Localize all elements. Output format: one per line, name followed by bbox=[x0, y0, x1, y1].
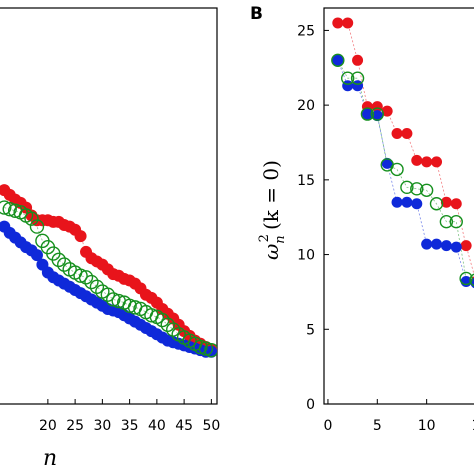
panel-b-y-tick-label: 25 bbox=[297, 23, 315, 39]
panel-a-green-open-point bbox=[89, 279, 105, 294]
panel-a-green-open-point bbox=[2, 201, 17, 217]
panel-b-y-tick-label: 20 bbox=[297, 98, 315, 114]
panel-a-red-filled-point bbox=[74, 230, 87, 243]
panel-b-red-filled-point bbox=[401, 128, 413, 140]
panel-a-green-open-point bbox=[160, 317, 175, 332]
panel-b-blue-filled-point bbox=[440, 240, 452, 252]
panel-a-x-tick-label: 40 bbox=[148, 418, 166, 434]
panel-b-frame bbox=[323, 7, 474, 405]
panel-b-x-tick-label: 0 bbox=[323, 418, 332, 434]
panel-b-x-tick-label: 10 bbox=[418, 418, 436, 434]
panel-b-green-open-point bbox=[410, 182, 424, 196]
panel-a-green-open-point bbox=[193, 339, 208, 355]
ylabel-omega: ω bbox=[259, 244, 283, 260]
panel-b-red-filled-series-line bbox=[337, 22, 474, 276]
panel-b-red-filled-point bbox=[421, 156, 433, 168]
panel-a-x-tick-label: 45 bbox=[175, 418, 193, 434]
panel-b-blue-filled-point bbox=[371, 110, 383, 122]
panel-b-blue-filled-point bbox=[361, 108, 373, 120]
panel-b-tag: B bbox=[250, 4, 263, 24]
panel-b-blue-filled-point bbox=[421, 238, 433, 250]
panel-b-blue-filled-point bbox=[401, 196, 413, 208]
panel-a-green-open-point bbox=[106, 292, 121, 307]
panel-b-x-tick-label: 5 bbox=[373, 418, 382, 434]
panel-b-red-filled-point bbox=[440, 196, 452, 208]
panel-a-green-open-point bbox=[24, 211, 39, 226]
panel-b-red-filled-point bbox=[342, 17, 354, 29]
panel-b-blue-filled-point bbox=[431, 238, 443, 250]
panel-a-green-open-point bbox=[51, 252, 66, 268]
panel-b-y-tick-label: 15 bbox=[297, 173, 315, 189]
panel-b-blue-filled-point bbox=[352, 80, 364, 92]
panel-a-blue-filled-point bbox=[30, 249, 43, 262]
panel-a-green-open-point bbox=[29, 219, 45, 234]
panel-b-green-open-point bbox=[400, 180, 414, 195]
panel-b-blue-filled-point bbox=[342, 80, 354, 92]
panel-a-green-open-point bbox=[0, 200, 12, 215]
panel-b-red-filled-point bbox=[352, 54, 364, 66]
panel-b-green-open-point bbox=[459, 271, 473, 286]
panel-b-y-tick-label: 5 bbox=[306, 322, 315, 338]
panel-a-green-open-point bbox=[73, 268, 88, 283]
panel-b-red-filled-point bbox=[411, 154, 423, 166]
ylabel-rest: (k = 0) bbox=[259, 160, 283, 230]
panel-b-red-filled-point bbox=[450, 198, 462, 210]
ylabel-subscript: n bbox=[273, 235, 288, 243]
panel-a-data bbox=[0, 184, 217, 358]
panel-b-red-filled-point bbox=[391, 128, 403, 140]
panel-a-x-tick-label: 25 bbox=[66, 418, 84, 434]
panel-b-green-open-point bbox=[350, 71, 365, 85]
panel-b-green-open-point bbox=[370, 107, 384, 121]
panel-b-green-open-point bbox=[429, 197, 444, 211]
panel-b-x-tick-label: 1 bbox=[472, 418, 474, 434]
panel-b-red-filled-point bbox=[381, 105, 393, 117]
panel-b-blue-filled-point bbox=[391, 196, 403, 208]
panel-a-x-tick-label: 50 bbox=[202, 418, 220, 434]
panel-b-green-open-point bbox=[390, 162, 404, 177]
panel-b-green-open-point bbox=[331, 53, 345, 68]
panel-b-green-open-point bbox=[360, 107, 375, 121]
panel-b-green-open-point bbox=[449, 214, 463, 229]
panel-a-green-open-point bbox=[100, 287, 116, 302]
panel-a-green-open-point bbox=[57, 257, 72, 272]
ylabel-superscript: 2 bbox=[257, 234, 272, 242]
panel-a-green-open-point bbox=[204, 342, 217, 358]
panel-b-green-open-point bbox=[439, 214, 454, 229]
panel-a-x-axis-label: n bbox=[43, 446, 57, 471]
panel-a-green-open-point bbox=[155, 312, 170, 328]
panel-b-y-tick-label: 0 bbox=[306, 397, 315, 413]
panel-b-green-open-point bbox=[469, 273, 474, 287]
panel-b-red-filled-point bbox=[431, 156, 443, 168]
panel-b-green-open-point bbox=[419, 183, 434, 198]
panel-b-y-axis-label: ωn2 (k = 0) bbox=[257, 160, 288, 260]
panel-a-frame bbox=[0, 7, 218, 405]
panel-a-green-open-point bbox=[166, 322, 181, 337]
panel-a-x-tick-label: 30 bbox=[93, 418, 111, 434]
panel-a-green-open-point bbox=[198, 341, 214, 356]
panel-a-green-open-point bbox=[78, 270, 94, 285]
panel-b-blue-filled-point bbox=[450, 241, 462, 253]
panel-b-green-open-point bbox=[340, 71, 355, 85]
panel-a: 20 25 30 35 40 45 50 bbox=[0, 7, 220, 434]
panel-a-green-open-point bbox=[122, 298, 137, 313]
panel-b-data bbox=[331, 17, 474, 289]
panel-a-x-tick-label: 35 bbox=[121, 418, 139, 434]
panel-a-green-open-point bbox=[84, 274, 99, 290]
panel-b-blue-filled-point bbox=[381, 157, 393, 169]
panel-b-y-tick-label: 10 bbox=[297, 248, 315, 264]
panel-b-red-filled-point bbox=[332, 17, 344, 29]
panel-b-red-filled-point bbox=[460, 240, 472, 252]
panel-a-x-tick-label: 20 bbox=[39, 418, 57, 434]
panel-b: 051010510152025 bbox=[297, 7, 474, 434]
panel-b-blue-filled-point bbox=[411, 198, 423, 210]
panel-b-blue-filled-point bbox=[332, 54, 344, 66]
